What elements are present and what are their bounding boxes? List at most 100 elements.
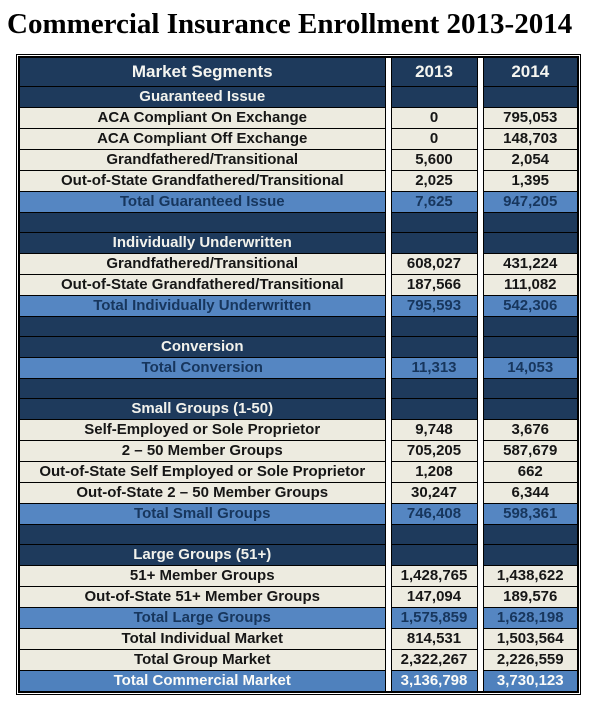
column-header-2014: 2014 — [482, 56, 579, 88]
enrollment-table: Market Segments 2013 2014 Guaranteed Iss… — [18, 56, 579, 694]
row-label-cell: Self-Employed or Sole Proprietor — [18, 419, 386, 442]
table-row: Total Group Market 2,322,267 2,226,559 — [18, 649, 579, 672]
row-label-cell: Out-of-State 2 – 50 Member Groups — [18, 482, 386, 505]
value-2013-cell: 2,025 — [390, 170, 478, 193]
value-2013-cell — [390, 316, 478, 338]
page-title: Commercial Insurance Enrollment 2013-201… — [7, 8, 573, 40]
row-label-cell: Guaranteed Issue — [18, 86, 386, 109]
value-2014-cell — [482, 232, 579, 255]
value-2013-cell: 2,322,267 — [390, 649, 478, 672]
value-2013-cell: 705,205 — [390, 440, 478, 463]
row-label-cell: Total Large Groups — [18, 607, 386, 630]
value-2014-cell: 3,676 — [482, 419, 579, 442]
value-2013-cell: 187,566 — [390, 274, 478, 297]
value-2013-cell: 7,625 — [390, 191, 478, 214]
value-2014-cell: 598,361 — [482, 503, 579, 526]
row-label-cell: Total Guaranteed Issue — [18, 191, 386, 214]
value-2014-cell — [482, 336, 579, 359]
value-2014-cell: 1,628,198 — [482, 607, 579, 630]
value-2014-cell: 431,224 — [482, 253, 579, 276]
row-label-cell — [18, 212, 386, 234]
row-label-cell: ACA Compliant Off Exchange — [18, 128, 386, 151]
value-2014-cell: 2,226,559 — [482, 649, 579, 672]
table-row: Out-of-State 2 – 50 Member Groups 30,247 6… — [18, 482, 579, 505]
table-row: Out-of-State Self Employed or Sole Propr… — [18, 461, 579, 484]
value-2014-cell: 1,438,622 — [482, 565, 579, 588]
value-2013-cell: 1,575,859 — [390, 607, 478, 630]
spacer-row — [18, 378, 579, 400]
row-label-cell: Total Individually Underwritten — [18, 295, 386, 318]
value-2014-cell — [482, 544, 579, 567]
row-label-cell — [18, 378, 386, 400]
row-label-cell: Out-of-State 51+ Member Groups — [18, 586, 386, 609]
table-row: Total Guaranteed Issue 7,625 947,205 — [18, 191, 579, 214]
row-label-cell: Total Individual Market — [18, 628, 386, 651]
value-2013-cell: 11,313 — [390, 357, 478, 380]
section-header-row: Large Groups (51+) — [18, 544, 579, 567]
value-2013-cell — [390, 212, 478, 234]
row-label-cell: Grandfathered/Transitional — [18, 253, 386, 276]
value-2014-cell — [482, 378, 579, 400]
table-row: ACA Compliant On Exchange 0 795,053 — [18, 107, 579, 130]
value-2013-cell: 814,531 — [390, 628, 478, 651]
table-row: Total Large Groups 1,575,859 1,628,198 — [18, 607, 579, 630]
value-2013-cell — [390, 378, 478, 400]
column-header-market-segments: Market Segments — [18, 56, 386, 88]
value-2013-cell: 1,208 — [390, 461, 478, 484]
spacer-row — [18, 524, 579, 546]
value-2014-cell — [482, 524, 579, 546]
value-2014-cell: 111,082 — [482, 274, 579, 297]
table-row: Total Individually Underwritten 795,593 54… — [18, 295, 579, 318]
value-2014-cell: 189,576 — [482, 586, 579, 609]
table-row: Self-Employed or Sole Proprietor 9,748 3,6… — [18, 419, 579, 442]
value-2014-cell: 587,679 — [482, 440, 579, 463]
value-2014-cell: 3,730,123 — [482, 670, 579, 693]
section-header-row: Guaranteed Issue — [18, 86, 579, 109]
value-2013-cell: 746,408 — [390, 503, 478, 526]
row-label-cell — [18, 524, 386, 546]
value-2014-cell: 148,703 — [482, 128, 579, 151]
table-row: Total Commercial Market 3,136,798 3,730,12… — [18, 670, 579, 693]
value-2013-cell: 30,247 — [390, 482, 478, 505]
table-row: Out-of-State Grandfathered/Transitional 1… — [18, 274, 579, 297]
row-label-cell: Grandfathered/Transitional — [18, 149, 386, 172]
value-2013-cell — [390, 336, 478, 359]
value-2014-cell: 6,344 — [482, 482, 579, 505]
table-row: Out-of-State Grandfathered/Transitional 2… — [18, 170, 579, 193]
section-header-row: Conversion — [18, 336, 579, 359]
value-2013-cell — [390, 398, 478, 421]
value-2014-cell: 662 — [482, 461, 579, 484]
value-2014-cell: 1,503,564 — [482, 628, 579, 651]
table-row: ACA Compliant Off Exchange 0 148,703 — [18, 128, 579, 151]
value-2014-cell — [482, 316, 579, 338]
table-row: 51+ Member Groups 1,428,765 1,438,622 — [18, 565, 579, 588]
spacer-row — [18, 212, 579, 234]
enrollment-table-body: Guaranteed Issue ACA Compliant On Exchang… — [18, 86, 579, 693]
row-label-cell: Total Commercial Market — [18, 670, 386, 693]
value-2013-cell: 147,094 — [390, 586, 478, 609]
row-label-cell: Individually Underwritten — [18, 232, 386, 255]
row-label-cell: Out-of-State Grandfathered/Transitional — [18, 274, 386, 297]
value-2014-cell: 947,205 — [482, 191, 579, 214]
value-2014-cell: 795,053 — [482, 107, 579, 130]
row-label-cell: Out-of-State Self Employed or Sole Propr… — [18, 461, 386, 484]
value-2014-cell: 2,054 — [482, 149, 579, 172]
value-2014-cell: 1,395 — [482, 170, 579, 193]
value-2013-cell: 3,136,798 — [390, 670, 478, 693]
row-label-cell: Total Small Groups — [18, 503, 386, 526]
row-label-cell: Total Group Market — [18, 649, 386, 672]
table-row: Total Conversion 11,313 14,053 — [18, 357, 579, 380]
row-label-cell: Total Conversion — [18, 357, 386, 380]
value-2013-cell: 9,748 — [390, 419, 478, 442]
value-2013-cell — [390, 524, 478, 546]
spacer-row — [18, 316, 579, 338]
table-row: Out-of-State 51+ Member Groups 147,094 189… — [18, 586, 579, 609]
value-2013-cell: 1,428,765 — [390, 565, 478, 588]
table-row: Total Small Groups 746,408 598,361 — [18, 503, 579, 526]
column-header-2013: 2013 — [390, 56, 478, 88]
row-label-cell: 2 – 50 Member Groups — [18, 440, 386, 463]
value-2013-cell: 5,600 — [390, 149, 478, 172]
value-2013-cell: 0 — [390, 107, 478, 130]
table-row: Total Individual Market 814,531 1,503,564 — [18, 628, 579, 651]
table-header-row: Market Segments 2013 2014 — [18, 56, 579, 88]
